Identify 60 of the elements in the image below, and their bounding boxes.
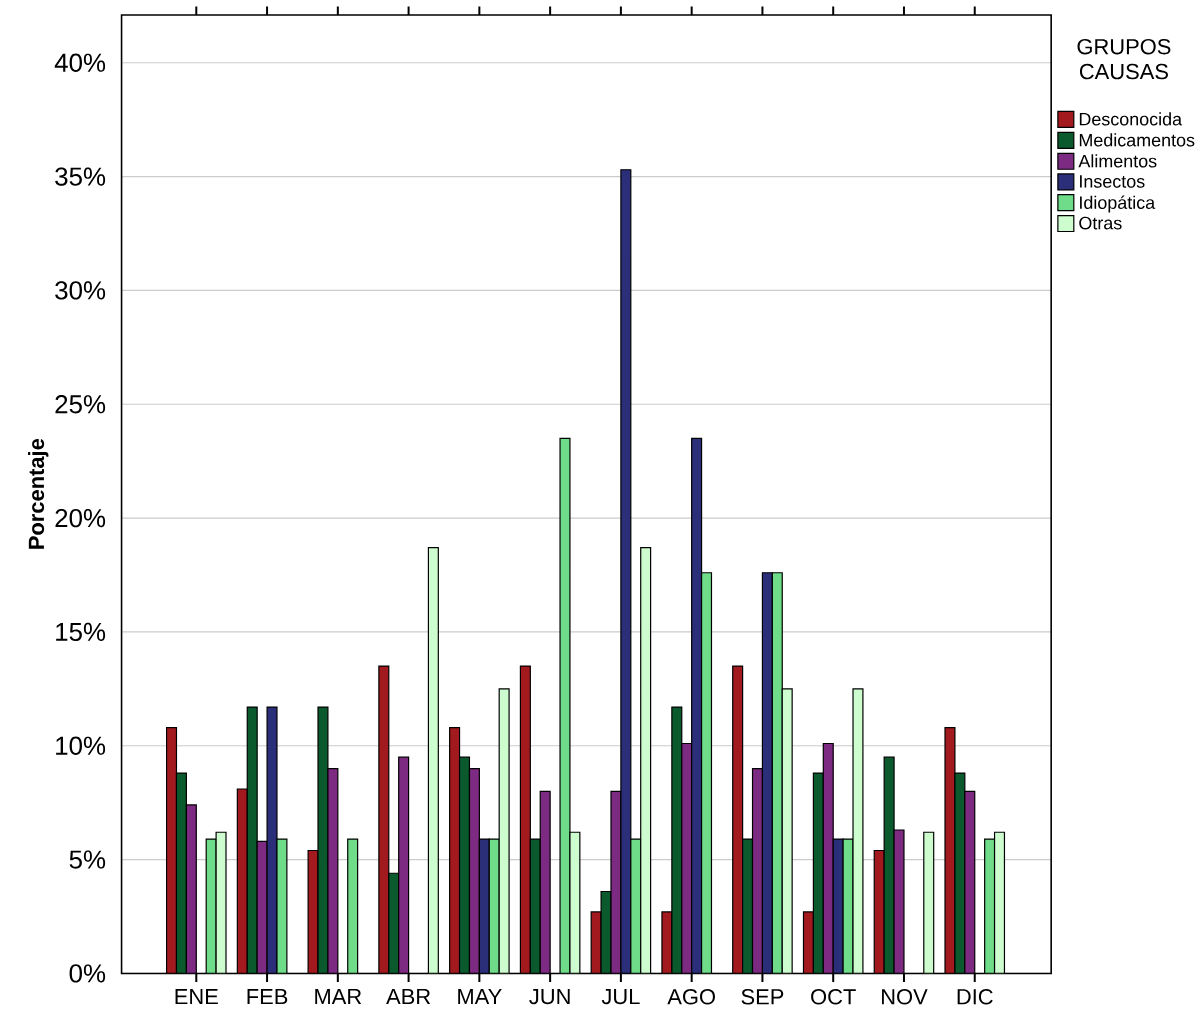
bar	[812, 772, 824, 974]
bar	[993, 831, 1006, 974]
legend-label: Medicamentos	[1079, 133, 1195, 147]
y-tick-label: 15%	[56, 622, 106, 641]
bar	[923, 831, 935, 974]
x-tick-label: NOV	[882, 988, 928, 1005]
x-tick-label: JUN	[529, 988, 570, 1005]
x-tick-label: JUL	[601, 988, 640, 1005]
x-tick-label: DIC	[957, 988, 993, 1005]
bar	[246, 706, 258, 974]
y-tick-label: 5%	[69, 850, 106, 869]
bar	[640, 546, 652, 974]
y-tick-label: 25%	[55, 394, 106, 414]
bar	[964, 790, 976, 974]
bar	[751, 767, 764, 974]
x-tick-label: AGO	[667, 988, 715, 1005]
bar	[449, 726, 461, 974]
bar	[347, 838, 359, 974]
bar	[630, 838, 642, 974]
bar	[165, 726, 178, 974]
bar	[185, 804, 197, 974]
legend-label: Otras	[1079, 216, 1122, 230]
legend-label: Alimentos	[1078, 154, 1157, 168]
legend-title: GRUPOS CAUSAS	[1077, 38, 1171, 80]
x-tick-label: SEP	[741, 988, 784, 1005]
bar	[732, 665, 744, 974]
bar	[781, 688, 793, 974]
y-tick-label: 0%	[69, 964, 106, 983]
bar	[458, 756, 471, 974]
y-axis-title: Porcentaje	[28, 438, 49, 549]
bar	[822, 742, 834, 974]
x-tick-label: ENE	[175, 988, 218, 1004]
bar	[700, 572, 713, 974]
bar	[427, 546, 439, 974]
x-tick-label: ABR	[386, 988, 431, 1004]
y-tick-label: 30%	[55, 281, 106, 300]
legend-label: Desconocida	[1079, 112, 1183, 126]
y-tick-label: 10%	[56, 736, 106, 755]
y-tick-label: 40%	[54, 53, 106, 72]
x-tick-label: MAR	[315, 988, 362, 1004]
y-tick-label: 20%	[55, 508, 106, 528]
bar	[771, 572, 783, 974]
legend-label: Insectos	[1080, 175, 1145, 188]
bar	[530, 838, 541, 974]
bar	[488, 838, 500, 974]
bar	[520, 665, 531, 974]
bar	[468, 767, 480, 974]
bar	[388, 872, 400, 974]
bar	[681, 742, 693, 974]
bar	[175, 772, 187, 974]
bar	[742, 838, 754, 974]
x-tick-label: FEB	[247, 988, 288, 1004]
bar	[873, 849, 885, 974]
legend-label: Idiopática	[1080, 195, 1156, 213]
bar	[398, 756, 410, 974]
bar	[984, 838, 996, 974]
bar	[236, 788, 248, 974]
x-tick-label: OCT	[811, 988, 856, 1005]
y-tick-label: 35%	[55, 167, 106, 186]
x-tick-label: MAY	[458, 988, 502, 1004]
